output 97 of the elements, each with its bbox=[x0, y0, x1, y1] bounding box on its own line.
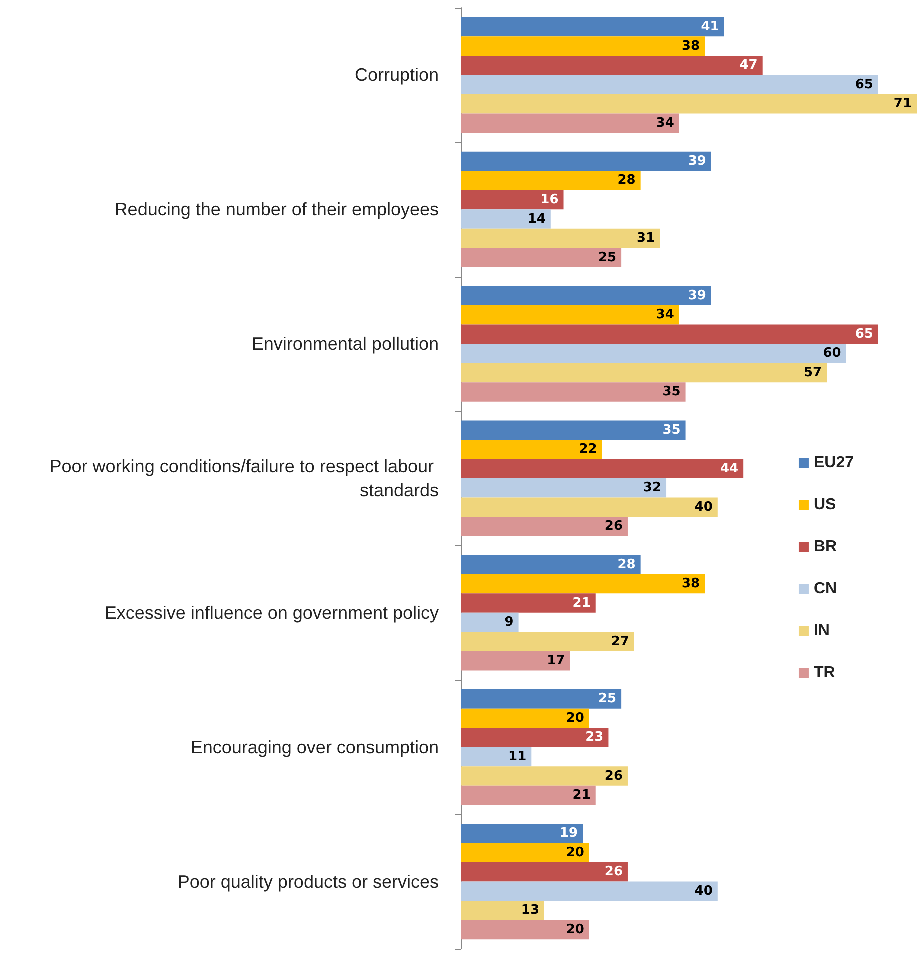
bar bbox=[461, 843, 590, 863]
y-tick-label: Corruption bbox=[354, 65, 439, 86]
bar bbox=[461, 478, 667, 498]
bar bbox=[461, 75, 878, 94]
data-label: 27 bbox=[611, 634, 630, 650]
data-label: 39 bbox=[688, 288, 706, 304]
data-label: 26 bbox=[604, 768, 623, 784]
bar bbox=[461, 382, 686, 402]
y-tick-label: Poor quality products or services bbox=[178, 872, 439, 892]
bar bbox=[461, 766, 628, 786]
bar bbox=[461, 824, 584, 844]
bar bbox=[461, 171, 641, 190]
data-label: 17 bbox=[547, 654, 566, 669]
bar bbox=[461, 574, 706, 594]
bar bbox=[461, 901, 544, 920]
legend-label: BR bbox=[814, 538, 838, 556]
bar bbox=[461, 440, 602, 460]
data-label: 11 bbox=[508, 749, 527, 764]
data-label: 20 bbox=[566, 845, 584, 860]
bar bbox=[461, 708, 590, 728]
bar bbox=[461, 152, 712, 172]
y-tick-label: Excessive influence on government policy bbox=[104, 602, 439, 623]
data-label: 31 bbox=[637, 231, 656, 246]
bar bbox=[461, 190, 564, 210]
data-label: 32 bbox=[643, 480, 662, 496]
y-tick-label: Encouraging over consumption bbox=[190, 737, 439, 758]
bar bbox=[461, 94, 917, 114]
data-label: 26 bbox=[604, 864, 623, 880]
data-label: 41 bbox=[701, 20, 720, 35]
bar bbox=[461, 228, 660, 248]
data-label: 35 bbox=[662, 422, 681, 438]
bar bbox=[461, 651, 570, 671]
legend-label: US bbox=[814, 496, 837, 514]
data-label: 65 bbox=[855, 326, 874, 342]
bar bbox=[461, 56, 763, 76]
data-label: 60 bbox=[823, 346, 842, 362]
y-tick-label: Reducing the number of their employees bbox=[114, 200, 439, 220]
data-label: 65 bbox=[855, 77, 874, 92]
data-label: 13 bbox=[521, 903, 540, 918]
data-label: 25 bbox=[598, 250, 617, 266]
data-label: 14 bbox=[528, 212, 546, 227]
data-label: 20 bbox=[566, 922, 584, 938]
data-label: 16 bbox=[540, 192, 559, 208]
bar bbox=[461, 555, 641, 574]
bar bbox=[461, 420, 686, 440]
data-label: 23 bbox=[586, 730, 604, 746]
bar bbox=[461, 498, 718, 518]
data-label: 34 bbox=[656, 308, 674, 323]
data-label: 40 bbox=[694, 884, 713, 899]
data-label: 57 bbox=[804, 365, 822, 380]
data-label: 20 bbox=[566, 710, 584, 726]
bar bbox=[461, 517, 628, 536]
bar bbox=[461, 612, 519, 632]
data-label: 39 bbox=[688, 154, 706, 169]
bar bbox=[461, 862, 628, 882]
bar bbox=[461, 36, 706, 56]
bar bbox=[461, 882, 718, 902]
bar bbox=[461, 920, 590, 940]
data-label: 21 bbox=[572, 596, 591, 611]
bar bbox=[461, 594, 596, 613]
bar bbox=[461, 690, 622, 709]
bar bbox=[461, 114, 680, 134]
bar bbox=[461, 17, 724, 37]
bar bbox=[461, 747, 532, 767]
data-label: 71 bbox=[894, 96, 912, 112]
bar bbox=[461, 248, 622, 268]
data-label: 40 bbox=[694, 500, 713, 515]
legend-label: CN bbox=[814, 580, 838, 598]
data-label: 47 bbox=[740, 58, 758, 74]
bar bbox=[461, 632, 634, 652]
data-label: 21 bbox=[572, 788, 591, 804]
data-label: 26 bbox=[604, 519, 623, 534]
data-label: 28 bbox=[618, 173, 636, 188]
bar bbox=[461, 286, 712, 306]
data-label: 44 bbox=[720, 461, 739, 476]
data-label: 35 bbox=[662, 384, 681, 400]
bar bbox=[461, 786, 596, 806]
bar bbox=[461, 210, 551, 229]
bar bbox=[461, 344, 846, 364]
data-label: 19 bbox=[560, 826, 578, 842]
data-label: 22 bbox=[579, 442, 598, 458]
legend-label: TR bbox=[814, 664, 836, 682]
data-label: 34 bbox=[656, 116, 674, 131]
bar bbox=[461, 306, 680, 325]
data-label: 28 bbox=[618, 557, 636, 572]
y-tick-label: Environmental pollution bbox=[252, 334, 439, 354]
bar bbox=[461, 324, 878, 344]
data-label: 38 bbox=[682, 576, 700, 592]
legend-label: EU27 bbox=[814, 454, 854, 472]
data-label: 25 bbox=[598, 692, 617, 707]
data-label: 9 bbox=[504, 615, 514, 630]
data-label: 38 bbox=[682, 38, 700, 54]
y-tick-label: Poor working conditions/failure to respect labour standards bbox=[50, 456, 439, 500]
bar bbox=[461, 728, 609, 748]
bar bbox=[461, 363, 828, 383]
legend-label: IN bbox=[814, 622, 830, 640]
bar bbox=[461, 459, 744, 478]
